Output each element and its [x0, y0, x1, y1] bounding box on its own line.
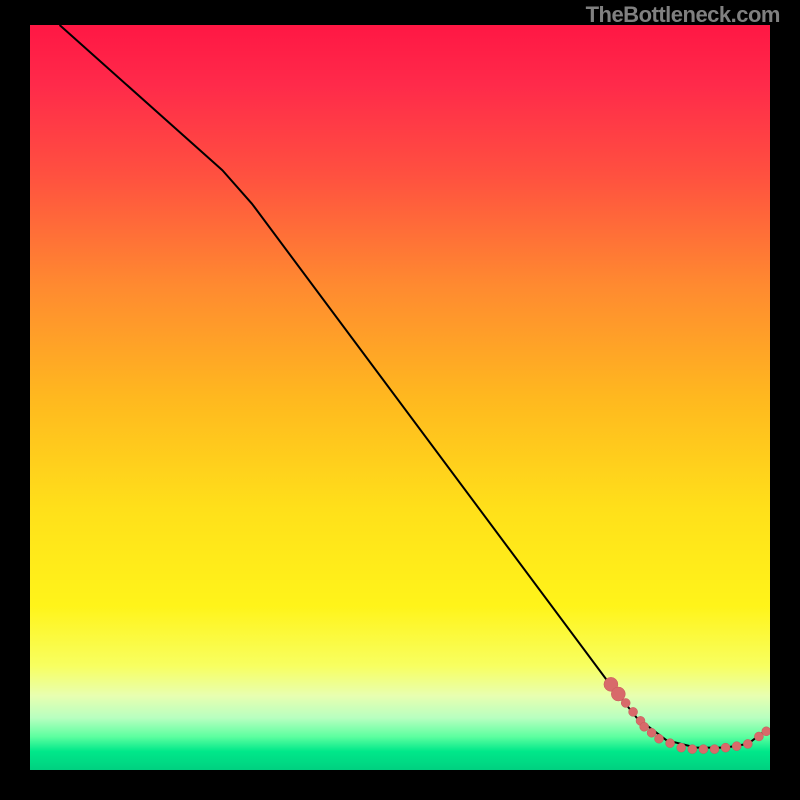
data-point	[732, 742, 741, 751]
data-point	[743, 739, 752, 748]
data-point	[677, 743, 686, 752]
data-point	[647, 728, 656, 737]
data-point	[762, 727, 770, 736]
data-point	[710, 745, 719, 754]
data-point	[629, 707, 638, 716]
chart-container: TheBottleneck.com	[0, 0, 800, 800]
data-point	[621, 698, 630, 707]
data-point	[688, 745, 697, 754]
data-point	[721, 743, 730, 752]
gradient-background	[30, 25, 770, 770]
data-point	[655, 734, 664, 743]
data-point	[699, 745, 708, 754]
plot-area	[30, 25, 770, 770]
chart-svg	[30, 25, 770, 770]
data-point	[666, 739, 675, 748]
data-point	[640, 722, 649, 731]
data-point	[611, 687, 625, 701]
